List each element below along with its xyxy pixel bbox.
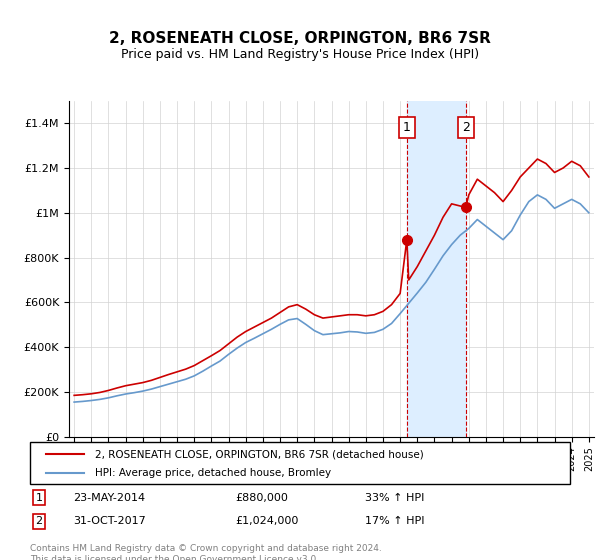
Text: 17% ↑ HPI: 17% ↑ HPI (365, 516, 424, 526)
Text: 2, ROSENEATH CLOSE, ORPINGTON, BR6 7SR: 2, ROSENEATH CLOSE, ORPINGTON, BR6 7SR (109, 31, 491, 46)
Text: Contains HM Land Registry data © Crown copyright and database right 2024.
This d: Contains HM Land Registry data © Crown c… (30, 544, 382, 560)
Text: 33% ↑ HPI: 33% ↑ HPI (365, 493, 424, 503)
Text: £880,000: £880,000 (235, 493, 288, 503)
Text: 31-OCT-2017: 31-OCT-2017 (73, 516, 146, 526)
Text: 1: 1 (35, 493, 43, 503)
Text: 23-MAY-2014: 23-MAY-2014 (73, 493, 145, 503)
Text: 2: 2 (35, 516, 43, 526)
FancyBboxPatch shape (30, 442, 570, 484)
Text: 2, ROSENEATH CLOSE, ORPINGTON, BR6 7SR (detached house): 2, ROSENEATH CLOSE, ORPINGTON, BR6 7SR (… (95, 449, 424, 459)
Text: Price paid vs. HM Land Registry's House Price Index (HPI): Price paid vs. HM Land Registry's House … (121, 48, 479, 60)
Text: £1,024,000: £1,024,000 (235, 516, 299, 526)
Bar (407, 101, 466, 437)
Text: 1: 1 (403, 121, 411, 134)
Text: 2: 2 (462, 121, 470, 134)
Text: HPI: Average price, detached house, Bromley: HPI: Average price, detached house, Brom… (95, 468, 331, 478)
